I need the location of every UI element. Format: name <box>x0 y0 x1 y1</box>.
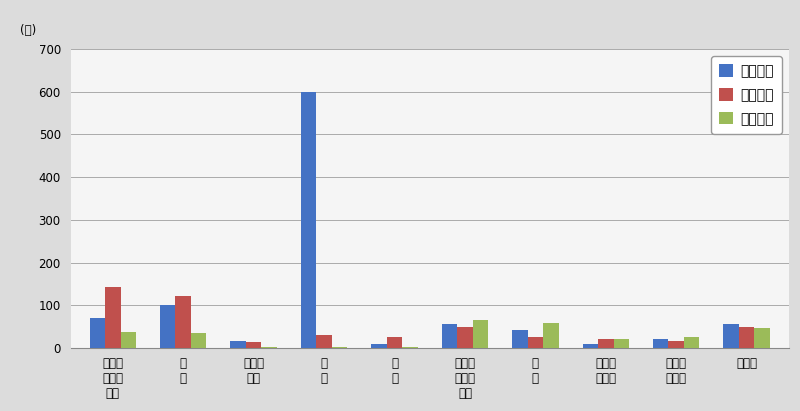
Bar <box>653 339 669 348</box>
Bar <box>371 344 386 348</box>
Bar <box>246 342 262 348</box>
Bar <box>402 346 418 348</box>
Bar <box>457 326 473 348</box>
Bar <box>442 324 457 348</box>
Bar <box>262 346 277 348</box>
Bar <box>512 330 527 348</box>
Bar <box>121 332 136 348</box>
Bar <box>175 296 191 348</box>
Bar <box>105 287 121 348</box>
Bar <box>598 339 614 348</box>
Bar <box>684 337 699 348</box>
Bar <box>473 320 488 348</box>
Legend: 県外転入, 県外転出, 県内移動: 県外転入, 県外転出, 県内移動 <box>711 56 782 134</box>
Bar <box>527 337 543 348</box>
Bar <box>386 337 402 348</box>
Text: (人): (人) <box>20 24 37 37</box>
Bar <box>332 346 347 348</box>
Bar <box>739 328 754 348</box>
Bar <box>582 344 598 348</box>
Bar <box>669 342 684 348</box>
Bar <box>723 324 739 348</box>
Bar <box>754 328 770 348</box>
Bar <box>230 342 246 348</box>
Bar <box>316 335 332 348</box>
Bar <box>543 323 558 348</box>
Bar <box>90 318 105 348</box>
Bar <box>191 333 206 348</box>
Bar <box>301 92 316 348</box>
Bar <box>614 339 629 348</box>
Bar <box>160 305 175 348</box>
